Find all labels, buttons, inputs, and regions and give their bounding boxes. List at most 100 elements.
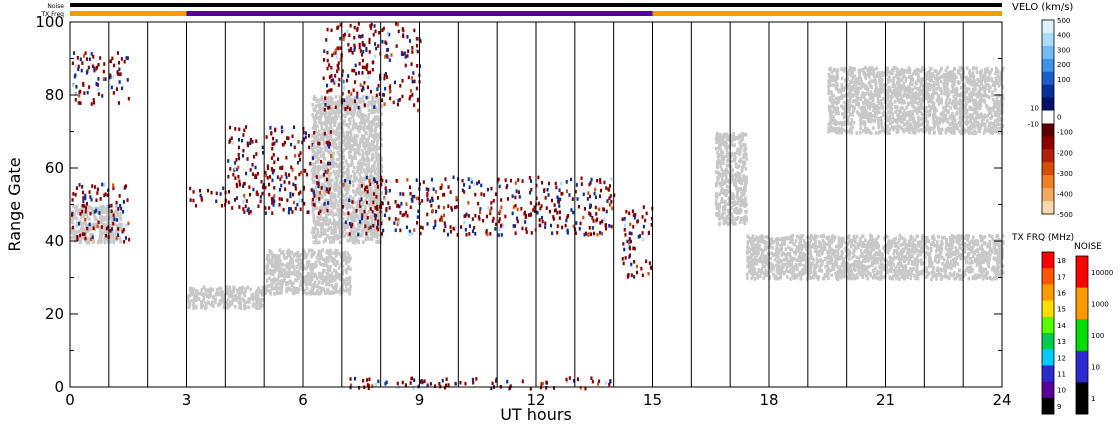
data-point	[358, 147, 361, 151]
data-point	[225, 285, 228, 289]
data-point	[824, 257, 828, 261]
data-point	[219, 287, 223, 291]
data-point	[294, 286, 297, 291]
data-point	[344, 268, 347, 273]
data-point	[103, 240, 107, 245]
data-point	[369, 167, 372, 171]
data-point	[781, 262, 784, 267]
data-point	[846, 262, 849, 266]
data-point	[305, 266, 308, 271]
data-point	[787, 245, 790, 250]
data-point	[106, 227, 110, 232]
data-point	[836, 277, 840, 282]
data-point	[329, 225, 333, 230]
data-point	[329, 166, 333, 170]
data-point	[879, 270, 883, 275]
data-point	[877, 276, 880, 281]
data-point	[727, 200, 731, 204]
data-point	[370, 128, 374, 132]
data-point	[310, 270, 313, 275]
data-point	[835, 244, 838, 249]
data-point	[322, 240, 326, 244]
data-point	[883, 264, 886, 268]
data-point	[330, 279, 334, 283]
data-point	[987, 264, 991, 269]
data-point	[910, 267, 914, 272]
data-point	[980, 254, 983, 259]
data-point	[838, 256, 841, 260]
data-point	[370, 199, 374, 204]
data-point	[100, 215, 103, 219]
data-point	[978, 269, 982, 273]
data-point	[99, 229, 103, 234]
data-point	[103, 238, 106, 242]
data-point	[111, 217, 114, 221]
data-point	[290, 250, 294, 255]
data-point	[298, 271, 301, 276]
data-point	[720, 190, 723, 195]
data-point	[275, 266, 278, 270]
data-point	[832, 238, 835, 243]
data-point	[815, 245, 818, 249]
data-point	[912, 267, 916, 271]
data-point	[346, 110, 349, 114]
data-point	[313, 265, 317, 269]
data-point	[954, 276, 958, 281]
data-point	[334, 285, 338, 290]
data-point	[799, 272, 802, 277]
data-point	[369, 120, 373, 125]
data-point	[338, 218, 341, 223]
data-point	[310, 252, 314, 257]
data-point	[109, 215, 112, 220]
data-point	[221, 292, 225, 297]
data-point	[828, 244, 831, 249]
data-point	[910, 269, 914, 274]
data-point	[97, 240, 101, 244]
data-point	[357, 197, 361, 202]
data-point	[729, 176, 732, 181]
data-point	[860, 252, 864, 256]
data-point	[351, 211, 355, 215]
data-point	[359, 165, 363, 169]
data-point	[273, 277, 276, 281]
data-point	[115, 233, 118, 237]
data-point	[343, 103, 346, 107]
data-point	[937, 235, 940, 239]
data-point	[762, 276, 766, 280]
data-point	[332, 268, 336, 273]
data-point	[312, 274, 316, 278]
data-point	[998, 253, 1001, 258]
data-point	[871, 269, 875, 273]
data-point	[305, 282, 309, 287]
data-point	[356, 205, 360, 209]
data-point	[733, 202, 737, 207]
data-point	[320, 127, 324, 131]
data-point	[324, 179, 327, 184]
data-point	[362, 200, 365, 205]
data-point	[929, 260, 932, 264]
data-point	[960, 277, 964, 282]
data-point	[337, 203, 340, 208]
data-point	[968, 267, 972, 272]
data-point	[967, 276, 971, 281]
data-point	[809, 270, 813, 274]
data-point	[305, 274, 308, 279]
data-point	[86, 209, 89, 214]
data-point	[865, 246, 868, 250]
data-point	[243, 306, 246, 311]
data-point	[742, 192, 745, 197]
data-point	[323, 231, 327, 236]
data-point	[324, 282, 328, 287]
data-point	[741, 188, 745, 193]
data-point	[740, 165, 744, 170]
data-point	[802, 239, 806, 243]
data-point	[342, 131, 345, 135]
data-point	[885, 270, 889, 275]
data-point	[243, 300, 247, 305]
data-point	[105, 232, 109, 237]
data-point	[342, 139, 345, 144]
data-point	[348, 121, 352, 125]
data-point	[319, 106, 322, 110]
data-point	[367, 116, 370, 120]
data-point	[349, 267, 352, 271]
